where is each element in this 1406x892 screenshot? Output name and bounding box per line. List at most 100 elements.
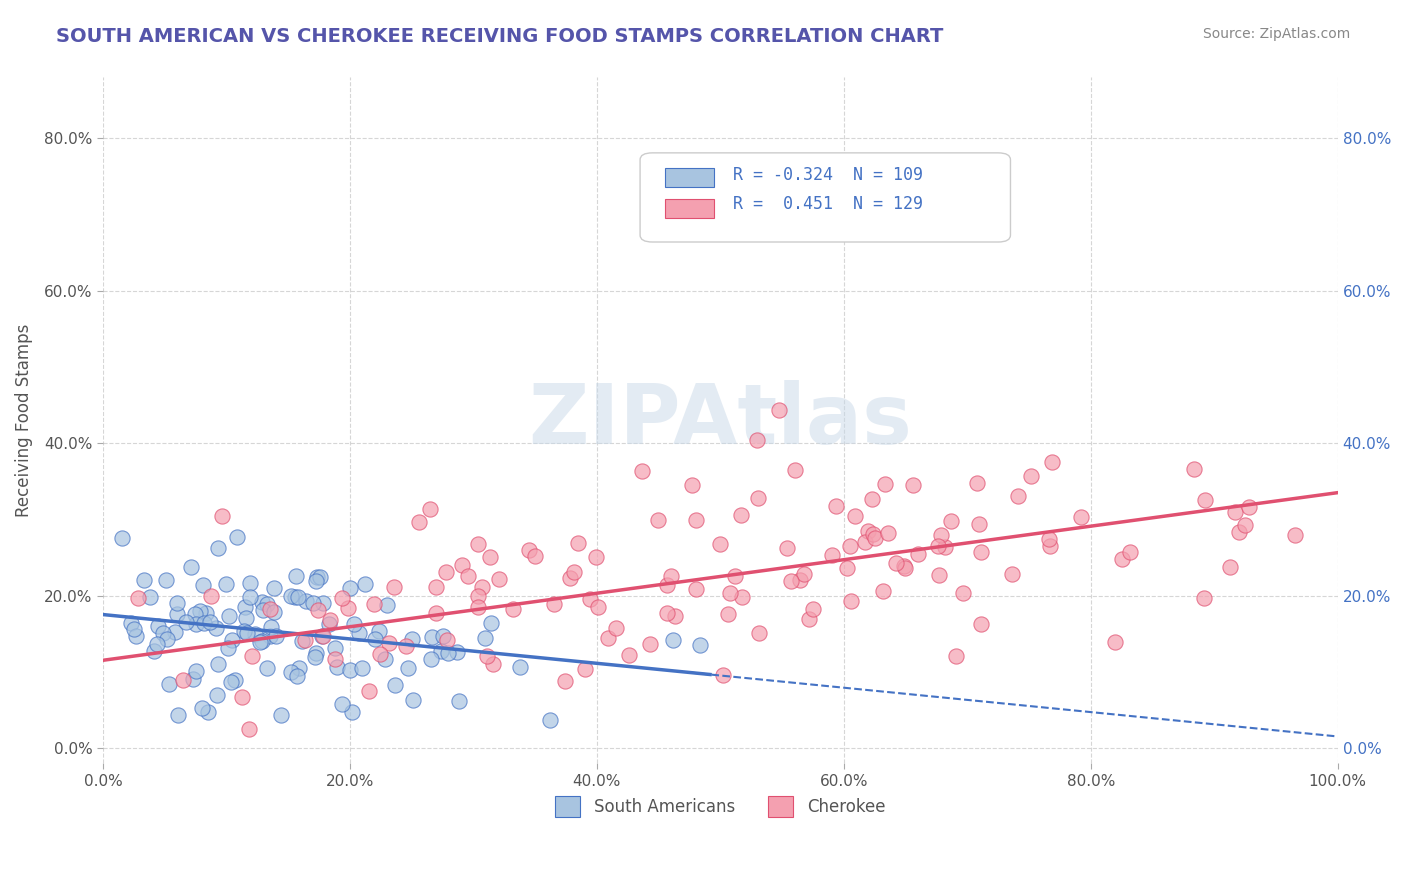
Point: [554, 673, 576, 688]
Point: [368, 647, 391, 661]
Point: [368, 624, 391, 639]
Point: [363, 632, 385, 647]
Text: R = -0.324  N = 109: R = -0.324 N = 109: [733, 166, 922, 184]
Point: [447, 694, 470, 708]
Point: [259, 602, 281, 616]
Point: [146, 637, 169, 651]
Point: [1237, 500, 1260, 515]
Point: [139, 590, 162, 604]
Point: [339, 581, 361, 595]
Point: [1194, 492, 1216, 507]
Point: [467, 536, 489, 550]
Point: [312, 595, 335, 609]
Point: [970, 544, 993, 558]
Point: [793, 567, 815, 582]
Point: [1007, 489, 1029, 503]
Point: [238, 576, 260, 591]
Point: [294, 632, 316, 647]
Point: [256, 597, 278, 611]
Y-axis label: Receiving Food Stamps: Receiving Food Stamps: [15, 324, 32, 517]
Point: [146, 619, 169, 633]
Point: [239, 590, 262, 604]
Point: [384, 678, 406, 692]
Point: [340, 705, 363, 719]
Point: [120, 615, 142, 630]
Point: [928, 568, 950, 582]
Point: [318, 613, 340, 627]
Point: [280, 665, 302, 679]
Point: [420, 630, 443, 644]
Point: [343, 617, 366, 632]
Point: [647, 513, 669, 527]
Point: [471, 581, 494, 595]
Point: [662, 633, 685, 648]
Point: [236, 625, 259, 640]
Point: [280, 589, 302, 603]
Point: [163, 625, 186, 640]
Point: [184, 664, 207, 678]
Point: [436, 633, 458, 648]
Point: [685, 512, 707, 526]
Point: [877, 526, 900, 541]
Point: [457, 569, 479, 583]
Point: [357, 684, 380, 698]
Point: [509, 660, 531, 674]
Point: [249, 635, 271, 649]
Point: [243, 627, 266, 641]
Point: [747, 491, 769, 505]
Point: [785, 463, 807, 477]
Point: [157, 677, 180, 691]
Point: [824, 500, 846, 514]
Point: [284, 569, 307, 583]
Point: [907, 547, 929, 561]
Text: R =  0.451  N = 129: R = 0.451 N = 129: [733, 195, 922, 213]
Point: [420, 652, 443, 666]
Point: [264, 629, 287, 643]
Point: [256, 661, 278, 675]
Point: [181, 672, 204, 686]
Point: [221, 633, 243, 648]
Point: [125, 629, 148, 643]
Point: [191, 701, 214, 715]
Point: [318, 617, 340, 632]
Point: [211, 509, 233, 524]
Text: SOUTH AMERICAN VS CHEROKEE RECEIVING FOOD STAMPS CORRELATION CHART: SOUTH AMERICAN VS CHEROKEE RECEIVING FOO…: [56, 27, 943, 45]
Point: [474, 632, 496, 646]
Point: [305, 574, 328, 588]
Point: [152, 625, 174, 640]
Point: [711, 668, 734, 682]
Point: [204, 621, 226, 635]
Point: [588, 599, 610, 614]
Bar: [665, 199, 714, 218]
Point: [339, 664, 361, 678]
Point: [226, 530, 249, 544]
Point: [617, 648, 640, 663]
Point: [434, 566, 457, 580]
Point: [655, 606, 678, 620]
Point: [1111, 551, 1133, 566]
Point: [1284, 527, 1306, 541]
Point: [450, 558, 472, 572]
Point: [432, 629, 454, 643]
Point: [155, 574, 177, 588]
Point: [664, 609, 686, 624]
Point: [308, 570, 330, 584]
Legend: South Americans, Cherokee: South Americans, Cherokee: [548, 789, 891, 823]
Point: [893, 560, 915, 574]
Point: [215, 577, 238, 591]
Point: [945, 649, 967, 664]
Point: [174, 615, 197, 629]
Point: [821, 548, 844, 562]
Point: [375, 599, 398, 613]
Point: [408, 516, 430, 530]
Point: [197, 705, 219, 719]
Point: [263, 605, 285, 619]
Point: [143, 643, 166, 657]
Point: [689, 638, 711, 652]
Point: [122, 622, 145, 636]
Text: Source: ZipAtlas.com: Source: ZipAtlas.com: [1202, 27, 1350, 41]
Point: [323, 652, 346, 666]
Point: [166, 607, 188, 622]
Point: [717, 607, 740, 622]
Point: [287, 661, 309, 675]
